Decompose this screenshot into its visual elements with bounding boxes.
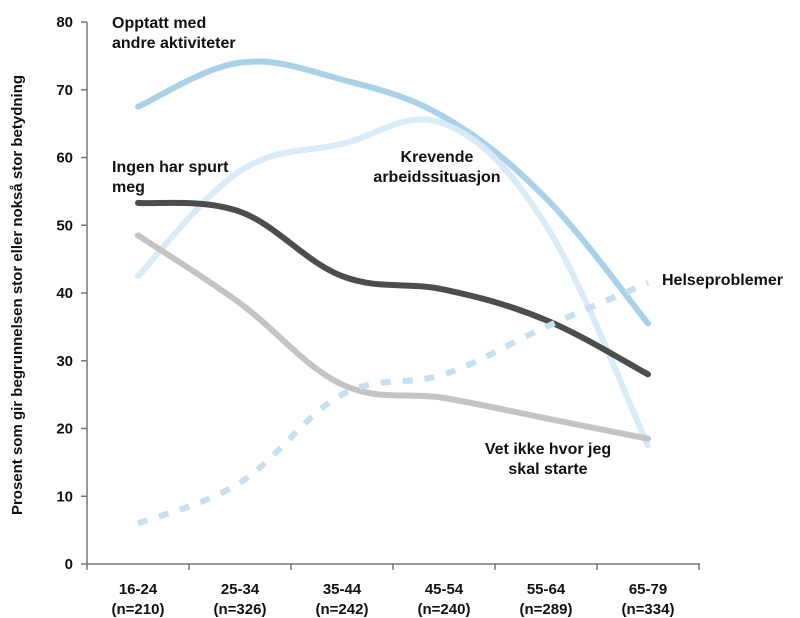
- series-line-krevende-arbeidssituasjon: [135, 116, 651, 449]
- x-tick-label: 35-44 (n=242): [316, 581, 369, 618]
- series-label-opptatt-med-andre-aktiviteter: Opptatt med andre aktiviteter: [112, 15, 236, 52]
- series-label-line: andre aktiviteter: [112, 35, 236, 52]
- x-tick-label-line: 45-54: [425, 581, 464, 598]
- series-label-line: Ingen har spurt: [112, 159, 229, 176]
- x-tick-label-line: (n=210): [112, 601, 165, 618]
- y-axis-label-group: Prosent som gir begrunnelsen stor eller …: [9, 75, 26, 515]
- y-tick-label: 80: [56, 14, 73, 31]
- series-label-line: Helseproblemer: [662, 272, 783, 289]
- series-label-line: meg: [112, 179, 145, 196]
- series-labels: Opptatt med andre aktiviteter Krevende arbe…: [112, 15, 783, 478]
- axes: [86, 22, 700, 565]
- y-tick-label: 70: [56, 82, 73, 99]
- y-tick-label: 20: [56, 421, 73, 438]
- x-axis-ticks: 16-24 (n=210) 25-34 (n=326) 35-44 (n=242) 45-5…: [86, 564, 700, 618]
- x-tick-label-line: 65-79: [629, 581, 667, 598]
- x-tick-label-line: 16-24: [119, 581, 158, 598]
- series-label-helseproblemer: Helseproblemer: [662, 272, 783, 289]
- x-tick-label: 65-79 (n=334): [622, 581, 675, 618]
- series-label-line: arbeidssituasjon: [373, 169, 500, 186]
- y-tick-label: 30: [56, 353, 73, 370]
- y-axis-label: Prosent som gir begrunnelsen stor eller …: [9, 75, 26, 515]
- x-tick-label-line: (n=289): [520, 601, 573, 618]
- x-tick-label-line: 25-34: [221, 581, 260, 598]
- series-line-helseproblemer: [136, 280, 650, 527]
- x-tick-label-line: 35-44: [323, 581, 362, 598]
- x-tick-label-line: 55-64: [527, 581, 566, 598]
- series-label-line: skal starte: [508, 461, 587, 478]
- y-tick-label: 0: [65, 556, 73, 573]
- y-tick-label: 10: [56, 488, 73, 505]
- y-axis-ticks: 0 10 20 30 40 50 60 70 80: [56, 14, 87, 573]
- series-lines: [135, 58, 651, 527]
- y-tick-label: 40: [56, 285, 73, 302]
- y-tick-label: 60: [56, 150, 73, 167]
- series-label-line: Opptatt med: [112, 15, 206, 32]
- series-label-ingen-har-spurt-meg: Ingen har spurt meg: [112, 159, 229, 196]
- x-tick-label-line: (n=240): [418, 601, 471, 618]
- series-label-krevende-arbeidssituasjon: Krevende arbeidssituasjon: [373, 149, 500, 186]
- series-line-opptatt-med-andre-aktiviteter: [135, 58, 651, 327]
- series-line-ingen-har-spurt-meg: [135, 199, 651, 378]
- x-tick-label-line: (n=334): [622, 601, 675, 618]
- series-label-vet-ikke-hvor-jeg-skal-starte: Vet ikke hvor jeg skal starte: [485, 441, 611, 478]
- x-tick-label-line: (n=326): [214, 601, 267, 618]
- x-tick-label: 25-34 (n=326): [214, 581, 267, 618]
- x-tick-label-line: (n=242): [316, 601, 369, 618]
- x-tick-label: 45-54 (n=240): [418, 581, 471, 618]
- series-label-line: Krevende: [401, 149, 474, 166]
- series-line-vet-ikke-hvor-jeg-skal-starte: [135, 232, 651, 442]
- x-tick-label: 55-64 (n=289): [520, 581, 573, 618]
- x-tick-label: 16-24 (n=210): [112, 581, 165, 618]
- y-tick-label: 50: [56, 217, 73, 234]
- series-label-line: Vet ikke hvor jeg: [485, 441, 611, 458]
